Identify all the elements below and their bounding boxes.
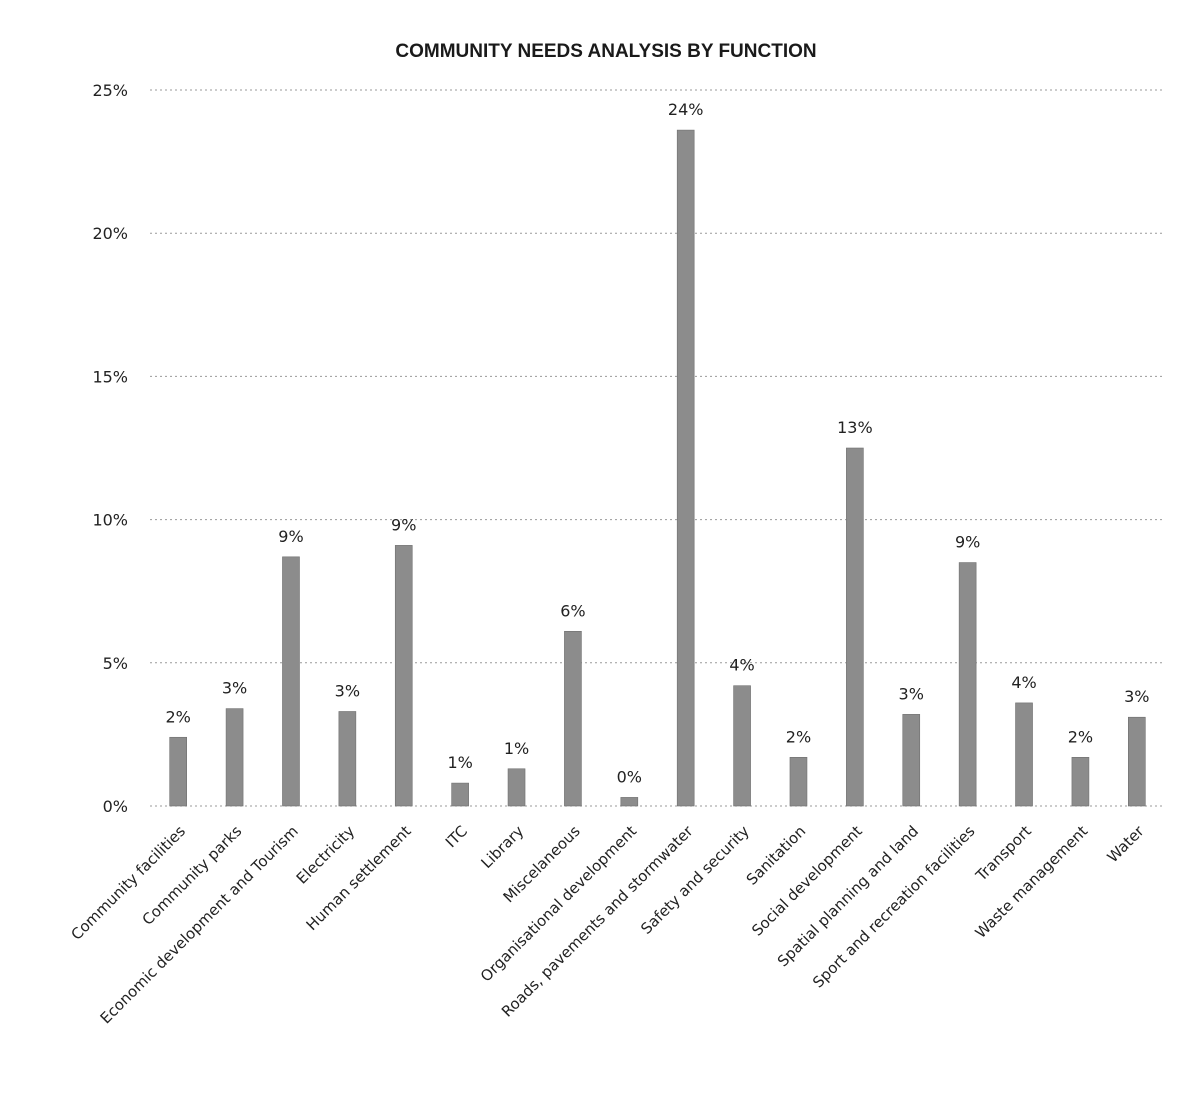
data-label: 24% (668, 100, 704, 119)
y-tick-label: 5% (103, 654, 128, 673)
category-label: Economic development and Tourism (97, 822, 302, 1027)
data-label: 4% (1011, 673, 1036, 692)
bar (225, 708, 244, 807)
bar (282, 556, 300, 807)
category-label: Waste management (972, 822, 1092, 942)
category-label: Safety and security (637, 822, 753, 938)
bar (451, 782, 469, 807)
bar (1071, 757, 1090, 807)
bar (676, 129, 695, 807)
data-label: 3% (1124, 687, 1149, 706)
data-label: 0% (617, 767, 642, 786)
category-label: ITC (442, 822, 471, 851)
data-label: 2% (1068, 727, 1093, 746)
y-tick-label: 15% (92, 367, 128, 386)
bar (733, 685, 751, 807)
category-label: Community parks (139, 822, 246, 929)
y-tick-label: 25% (92, 81, 128, 100)
bar (1015, 702, 1033, 807)
bar (394, 545, 413, 807)
bars (169, 129, 1146, 807)
y-tick-label: 10% (92, 511, 128, 530)
data-label: 9% (955, 533, 980, 552)
bar (169, 736, 187, 807)
bar (507, 768, 526, 807)
category-label: Human settlement (303, 822, 415, 934)
data-label: 4% (729, 656, 754, 675)
category-label: Water (1104, 822, 1149, 867)
y-tick-label: 20% (92, 224, 128, 243)
data-label: 9% (278, 527, 303, 546)
data-label: 3% (222, 679, 247, 698)
bar (1128, 716, 1146, 807)
data-labels: 2% 3% 9% 3% 9% 1% 1% 6% 0% 24% 4% 2% 13% 3% 9% 4% 2% 3% (165, 100, 1149, 786)
data-label: 3% (335, 681, 360, 700)
data-label: 1% (447, 753, 472, 772)
y-axis-ticks: 0% 5% 10% 15% 20% 25% (92, 81, 128, 816)
bar (620, 797, 639, 807)
category-label: Library (478, 822, 528, 872)
bar (846, 447, 864, 807)
data-label: 6% (560, 601, 585, 620)
data-label: 9% (391, 515, 416, 534)
bar (789, 757, 808, 807)
data-label: 3% (899, 684, 924, 703)
bar (902, 714, 921, 807)
data-label: 2% (165, 707, 190, 726)
bar (564, 630, 582, 807)
bar (958, 562, 977, 807)
bar (338, 711, 357, 807)
category-label: Social development (748, 822, 866, 940)
data-label: 13% (837, 418, 873, 437)
chart-title: COMMUNITY NEEDS ANALYSIS BY FUNCTION (395, 41, 816, 62)
gridlines (150, 89, 1165, 807)
data-label: 1% (504, 739, 529, 758)
data-label: 2% (786, 727, 811, 746)
y-tick-label: 0% (103, 797, 128, 816)
